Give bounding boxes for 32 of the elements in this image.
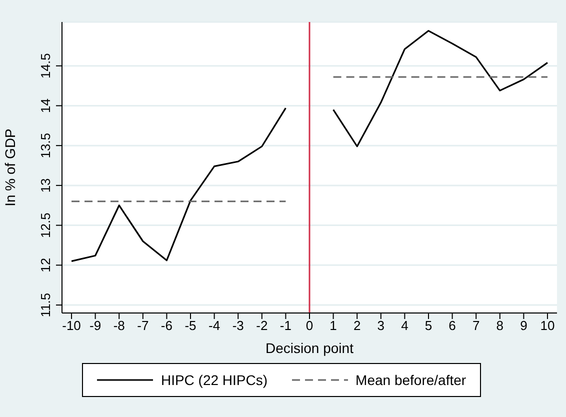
x-tick-label: 9 [520,318,528,334]
x-tick-label: 5 [424,318,432,334]
y-tick-label: 13 [38,178,53,193]
y-tick-label: 12.5 [38,212,53,238]
y-tick-label: 14 [38,98,53,113]
x-tick-label: 2 [353,318,361,334]
y-tick-label: 13.5 [38,132,53,158]
x-tick-label: 0 [306,318,314,334]
x-tick-label: 8 [496,318,504,334]
x-tick-label: -6 [160,318,172,334]
legend-label: HIPC (22 HIPCs) [160,372,268,388]
x-tick-label: 4 [401,318,408,334]
x-tick-label: -7 [137,318,149,334]
x-tick-label: -8 [113,318,125,334]
x-tick-label: -2 [256,318,268,334]
x-tick-label: 7 [472,318,480,334]
x-tick-label: 10 [540,318,555,334]
x-tick-label: -3 [232,318,244,334]
x-tick-label: -9 [90,318,102,334]
y-tick-label: 11.5 [38,292,53,318]
x-axis-title: Decision point [266,340,354,356]
x-tick-label: 6 [448,318,456,334]
x-tick-label: -10 [62,318,81,334]
x-tick-label: -4 [208,318,220,334]
x-tick-label: -5 [184,318,196,334]
y-tick-label: 14.5 [38,53,53,79]
y-axis-title: In % of GDP [2,128,18,206]
x-tick-label: 1 [330,318,337,334]
y-tick-label: 12 [38,258,53,272]
x-tick-label: -1 [280,318,292,334]
x-tick-label: 3 [377,318,385,334]
legend-label: Mean before/after [356,372,466,388]
